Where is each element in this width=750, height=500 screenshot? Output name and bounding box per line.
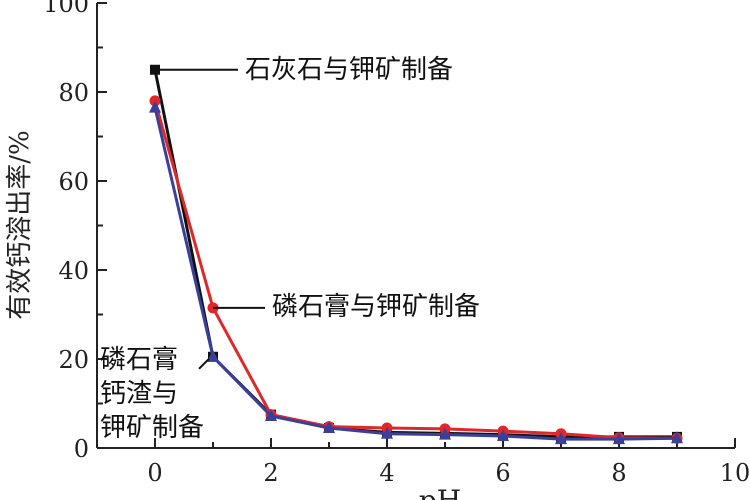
data-point <box>555 432 567 445</box>
annotation-label: 钙渣与 <box>100 379 178 409</box>
y-axis-label: 有效钙溶出率/% <box>5 130 35 319</box>
series-0 <box>150 64 682 442</box>
data-point <box>265 408 277 421</box>
data-point <box>207 349 219 362</box>
x-tick-label: 0 <box>147 459 162 487</box>
x-tick-label: 6 <box>495 459 510 487</box>
y-tick-label: 40 <box>58 257 89 285</box>
data-point <box>323 420 335 433</box>
annotation-label: 磷石膏 <box>100 345 178 375</box>
data-point <box>497 428 509 441</box>
annotation-leader <box>198 358 210 370</box>
y-tick-label: 80 <box>58 79 89 107</box>
x-tick-label: 4 <box>379 459 394 487</box>
y-tick-label: 60 <box>58 168 89 196</box>
series-line <box>153 69 677 439</box>
y-tick-label: 0 <box>74 435 89 463</box>
data-point <box>381 426 393 439</box>
y-tick-label: 100 <box>43 0 89 18</box>
x-tick-label: 8 <box>611 459 626 487</box>
series-line <box>153 107 678 441</box>
annotation-label: 石灰石与钾矿制备 <box>245 55 453 85</box>
annotation-label: 钾矿制备 <box>100 413 204 443</box>
y-tick-label: 20 <box>58 346 89 374</box>
data-point <box>671 431 683 444</box>
x-tick-label: 2 <box>263 459 278 487</box>
data-point <box>149 100 161 113</box>
data-point <box>439 427 451 440</box>
series-line <box>153 100 678 440</box>
series-2 <box>149 100 683 445</box>
x-tick-label: 10 <box>720 459 750 487</box>
series-1 <box>149 95 683 444</box>
annotation-label: 磷石膏与钾矿制备 <box>272 292 480 322</box>
data-point <box>613 432 625 445</box>
x-axis-label: pH <box>419 484 461 500</box>
